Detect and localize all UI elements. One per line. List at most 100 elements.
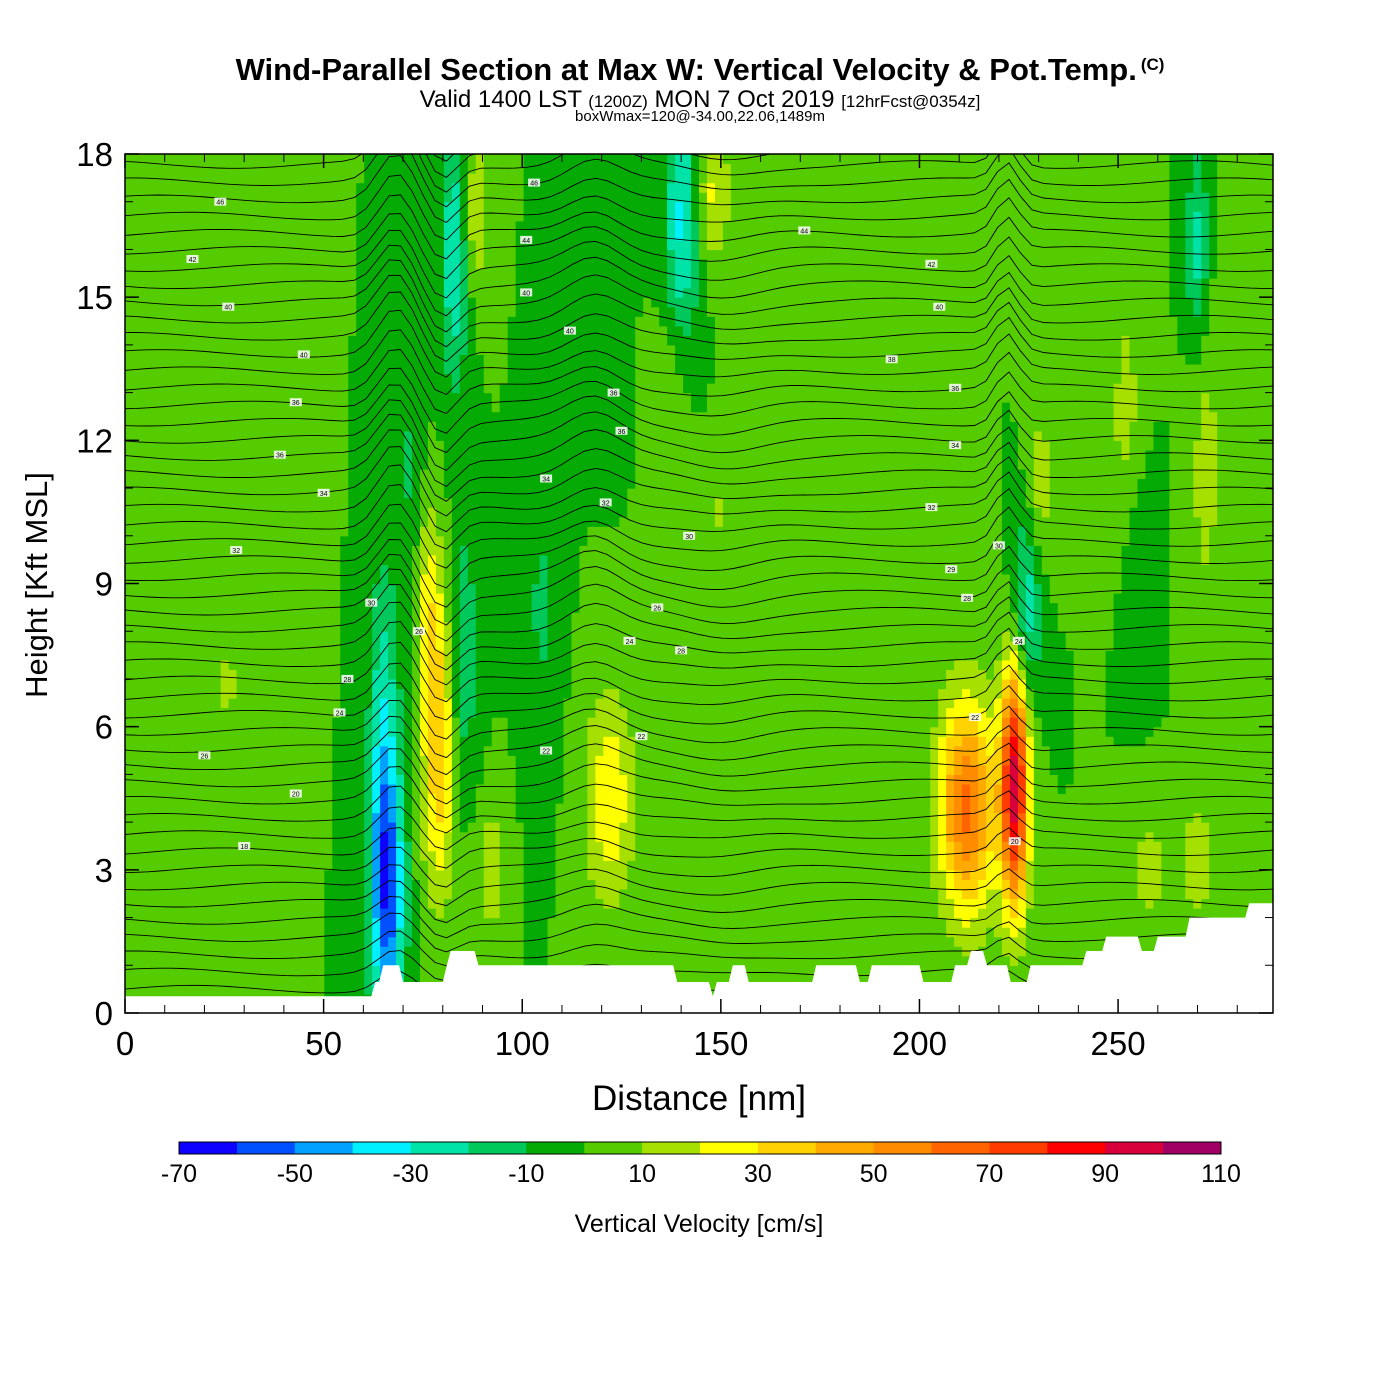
- velocity-cell: [475, 869, 485, 880]
- velocity-cell: [1201, 803, 1210, 814]
- velocity-cell: [962, 803, 971, 814]
- velocity-cell: [563, 917, 573, 928]
- velocity-cell: [1049, 888, 1059, 900]
- velocity-cell: [220, 936, 230, 947]
- velocity-cell: [1017, 698, 1027, 709]
- velocity-cell: [978, 717, 987, 728]
- velocity-cell: [938, 717, 947, 728]
- velocity-cell: [938, 707, 947, 718]
- velocity-cell: [603, 869, 612, 880]
- velocity-cell: [1001, 898, 1011, 909]
- velocity-cell: [212, 898, 222, 909]
- velocity-cell: [906, 879, 915, 890]
- velocity-cell: [954, 927, 963, 938]
- velocity-cell: [332, 736, 341, 747]
- velocity-cell: [523, 764, 533, 775]
- velocity-cell: [427, 927, 437, 938]
- velocity-cell: [220, 955, 230, 966]
- velocity-cell: [188, 678, 198, 690]
- velocity-cell: [1073, 764, 1083, 775]
- velocity-cell: [396, 936, 405, 947]
- velocity-cell: [1233, 869, 1242, 880]
- velocity-cell: [212, 678, 222, 690]
- velocity-cell: [970, 755, 979, 766]
- velocity-cell: [659, 946, 668, 957]
- velocity-cell: [603, 783, 612, 795]
- velocity-cell: [539, 764, 549, 775]
- velocity-cell: [762, 707, 772, 718]
- velocity-cell: [467, 841, 477, 852]
- velocity-cell: [499, 831, 509, 842]
- velocity-cell: [1201, 745, 1210, 756]
- velocity-cell: [499, 793, 509, 804]
- velocity-cell: [643, 850, 652, 861]
- velocity-cell: [276, 879, 286, 890]
- velocity-cell: [364, 888, 373, 900]
- velocity-cell: [1153, 812, 1162, 823]
- velocity-cell: [132, 879, 142, 890]
- velocity-cell: [1137, 869, 1147, 880]
- velocity-cell: [770, 774, 780, 785]
- velocity-cell: [1025, 764, 1035, 775]
- velocity-cell: [770, 793, 780, 804]
- velocity-cell: [866, 812, 875, 823]
- velocity-cell: [954, 955, 963, 966]
- velocity-cell: [340, 946, 349, 957]
- velocity-cell: [794, 822, 804, 833]
- velocity-cell: [443, 888, 453, 900]
- velocity-cell: [491, 707, 501, 718]
- velocity-cell: [978, 841, 987, 852]
- velocity-cell: [802, 736, 812, 747]
- velocity-cell: [834, 717, 844, 728]
- velocity-cell: [1073, 946, 1083, 957]
- velocity-cell: [746, 812, 756, 823]
- velocity-cell: [380, 955, 389, 966]
- velocity-cell: [284, 698, 294, 709]
- velocity-cell: [1201, 850, 1210, 861]
- velocity-cell: [738, 869, 748, 880]
- velocity-cell: [1145, 755, 1155, 766]
- velocity-cell: [316, 793, 325, 804]
- velocity-cell: [938, 879, 947, 890]
- velocity-cell: [1257, 888, 1266, 900]
- velocity-cell: [491, 946, 501, 957]
- velocity-cell: [635, 726, 644, 737]
- velocity-cell: [308, 698, 317, 709]
- velocity-cell: [667, 927, 676, 938]
- velocity-cell: [212, 955, 222, 966]
- velocity-cell: [651, 898, 660, 909]
- velocity-cell: [738, 812, 748, 823]
- velocity-cell: [244, 879, 254, 890]
- velocity-cell: [946, 783, 955, 795]
- velocity-cell: [204, 984, 214, 995]
- velocity-cell: [970, 936, 979, 947]
- velocity-cell: [412, 850, 421, 861]
- velocity-cell: [196, 898, 206, 909]
- velocity-cell: [1121, 822, 1131, 833]
- velocity-cell: [475, 936, 485, 947]
- velocity-cell: [874, 783, 883, 795]
- velocity-cell: [842, 812, 852, 823]
- velocity-cell: [699, 698, 708, 709]
- velocity-cell: [802, 812, 812, 823]
- velocity-cell: [148, 955, 158, 966]
- velocity-cell: [364, 755, 373, 766]
- velocity-cell: [978, 793, 987, 804]
- velocity-cell: [699, 812, 708, 823]
- velocity-cell: [204, 745, 214, 756]
- velocity-cell: [611, 917, 620, 928]
- velocity-cell: [683, 860, 692, 871]
- velocity-cell: [786, 717, 796, 728]
- velocity-cell: [778, 888, 788, 900]
- velocity-cell: [475, 803, 485, 814]
- velocity-cell: [1129, 831, 1139, 842]
- velocity-cell: [962, 822, 971, 833]
- velocity-cell: [244, 927, 254, 938]
- velocity-cell: [324, 860, 333, 871]
- velocity-cell: [986, 908, 995, 919]
- velocity-cell: [372, 678, 381, 690]
- velocity-cell: [906, 898, 915, 909]
- velocity-cell: [946, 812, 955, 823]
- velocity-cell: [228, 726, 238, 737]
- velocity-cell: [611, 707, 620, 718]
